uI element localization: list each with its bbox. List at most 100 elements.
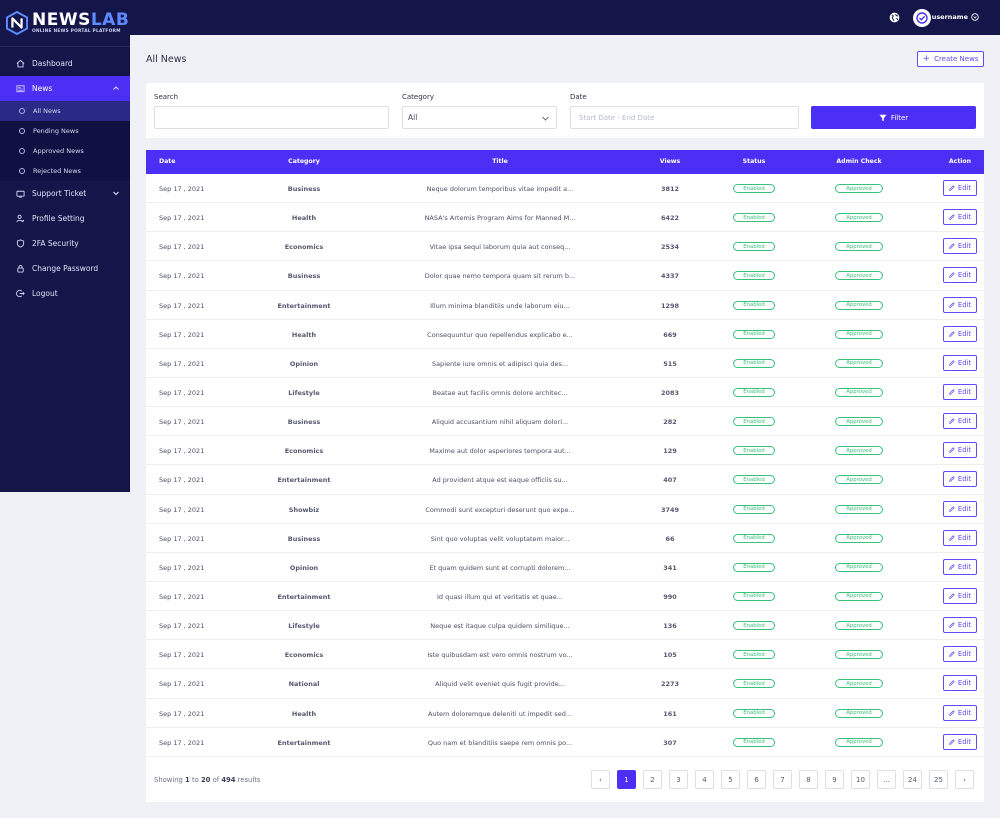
pagination-page-button[interactable]: 6	[747, 770, 766, 789]
cell-title[interactable]: Id quasi illum qui et veritatis et quae.…	[437, 592, 563, 601]
edit-button[interactable]: Edit	[943, 180, 977, 196]
cell-title[interactable]: Neque est itaque culpa quidem similique.…	[430, 622, 570, 631]
pagination-page-button[interactable]: 2	[643, 770, 662, 789]
sidebar-item-support-ticket[interactable]: Support Ticket	[0, 181, 130, 206]
status-badge: Enabled	[733, 358, 775, 368]
pagination-page-button[interactable]: 10	[851, 770, 870, 789]
filter-button[interactable]: Filter	[811, 106, 976, 129]
edit-button[interactable]: Edit	[943, 704, 977, 721]
cell-date: Sep 17 , 2021	[159, 418, 205, 427]
pencil-icon	[949, 476, 955, 483]
cell-title[interactable]: Sapiente iure omnis et adipisci quia des…	[431, 359, 569, 368]
admin-check-badge: Approved	[835, 650, 883, 660]
cell-title[interactable]: Consequuntur quo repellendus explicabo e…	[427, 330, 573, 339]
cell-title[interactable]: Sint quo voluptas velit voluptatem maior…	[430, 534, 570, 543]
edit-button[interactable]: Edit	[943, 296, 977, 313]
username[interactable]: username	[931, 13, 968, 21]
cell-title[interactable]: NASA's Artemis Program Aims for Manned M…	[424, 214, 576, 223]
sidebar-item-change-password[interactable]: Change Password	[0, 256, 130, 281]
edit-button[interactable]: Edit	[943, 617, 977, 634]
cell-title[interactable]: Autem doloremque deleniti ut impedit sed…	[427, 709, 573, 718]
edit-button[interactable]: Edit	[943, 587, 977, 604]
pagination-page-button[interactable]: 4	[695, 770, 714, 789]
pagination-page-button[interactable]: 9	[825, 770, 844, 789]
submenu-item-pending-news[interactable]: Pending News	[0, 121, 130, 141]
pagination-page-button[interactable]: 3	[669, 770, 688, 789]
edit-button[interactable]: Edit	[943, 238, 977, 255]
search-input[interactable]	[154, 106, 389, 129]
globe-icon[interactable]	[889, 12, 900, 23]
pagination-next-button[interactable]: ›	[955, 770, 974, 789]
pagination-page-button[interactable]: 24	[903, 770, 922, 789]
create-news-button[interactable]: + Create News	[917, 51, 984, 67]
edit-button[interactable]: Edit	[943, 529, 977, 546]
pagination-page-button[interactable]: 8	[799, 770, 818, 789]
logout-icon	[15, 289, 25, 299]
sidebar-item-dashboard[interactable]: Dashboard	[0, 51, 130, 76]
edit-button[interactable]: Edit	[943, 209, 977, 226]
status-badge: Enabled	[733, 475, 775, 485]
column-header-title[interactable]: Title	[492, 158, 508, 165]
date-range-input[interactable]	[570, 106, 799, 129]
avatar[interactable]	[913, 9, 931, 27]
cell-date: Sep 17 , 2021	[159, 301, 205, 310]
cell-title[interactable]: Maxime aut dolor asperiores tempora aut.…	[429, 447, 571, 456]
edit-button[interactable]: Edit	[943, 383, 977, 400]
submenu-item-all-news[interactable]: All News	[0, 101, 130, 121]
column-header-category[interactable]: Category	[288, 158, 320, 165]
cell-title[interactable]: Et quam quidem sunt et corrupti dolorem.…	[429, 563, 571, 572]
column-header-date[interactable]: Date	[159, 158, 176, 165]
cell-title[interactable]: Illum minima blanditiis unde laborum eiu…	[430, 301, 570, 310]
edit-button[interactable]: Edit	[943, 471, 977, 488]
edit-button[interactable]: Edit	[943, 267, 977, 284]
submenu-item-approved-news[interactable]: Approved News	[0, 141, 130, 161]
edit-button[interactable]: Edit	[943, 413, 977, 430]
pagination-ellipsis[interactable]: ...	[877, 770, 896, 789]
cell-title[interactable]: Neque dolorum temporibus vitae impedit a…	[426, 185, 574, 193]
sidebar-item-logout[interactable]: Logout	[0, 281, 130, 306]
sidebar-item-news[interactable]: News	[0, 76, 130, 101]
cell-title[interactable]: Aliquid accusantium nihil aliquam dolori…	[431, 418, 569, 427]
cell-title[interactable]: Ad provident atque est eaque officiis su…	[432, 476, 568, 485]
table-row: Sep 17 , 2021 Lifestyle Neque est itaque c…	[146, 611, 984, 641]
edit-button[interactable]: Edit	[943, 675, 977, 692]
pagination-page-button[interactable]: 5	[721, 770, 740, 789]
column-header-status[interactable]: Status	[742, 158, 766, 165]
pagination-page-button[interactable]: 25	[929, 770, 948, 789]
chevron-down-circle-icon[interactable]	[971, 13, 979, 21]
cell-title[interactable]: Quo nam et blanditiis saepe rem omnis po…	[427, 738, 573, 747]
cell-title[interactable]: Beatae aut facilis omnis dolore architec…	[432, 388, 568, 397]
logo[interactable]: NEWSLAB ONLINE NEWS PORTAL PLATFORM	[0, 0, 130, 47]
admin-check-badge: Approved	[835, 213, 883, 223]
cell-views: 136	[663, 622, 677, 631]
edit-button[interactable]: Edit	[943, 646, 977, 663]
category-select[interactable]: All	[402, 106, 557, 129]
pagination-prev-button[interactable]: ‹	[591, 770, 610, 789]
cell-title[interactable]: Dolor quae nemo tempora quam sit rerum b…	[424, 272, 576, 281]
cell-views: 6422	[660, 214, 680, 223]
cell-title[interactable]: Aliquid velit eveniet quis fugit provide…	[435, 680, 565, 689]
edit-button[interactable]: Edit	[943, 733, 977, 750]
sidebar-item-2fa-security[interactable]: 2FA Security	[0, 231, 130, 256]
edit-button[interactable]: Edit	[943, 354, 977, 371]
submenu-item-rejected-news[interactable]: Rejected News	[0, 161, 130, 181]
admin-check-badge: Approved	[835, 417, 883, 427]
admin-check-badge: Approved	[835, 271, 883, 281]
edit-button[interactable]: Edit	[943, 558, 977, 575]
user-check-icon	[916, 12, 928, 24]
pencil-icon	[949, 680, 955, 687]
sidebar-item-profile-setting[interactable]: Profile Setting	[0, 206, 130, 231]
cell-title[interactable]: Iste quibusdam est vero omnis nostrum vo…	[427, 651, 573, 660]
edit-button[interactable]: Edit	[943, 325, 977, 342]
column-header-admin-check[interactable]: Admin Check	[836, 158, 882, 165]
edit-button[interactable]: Edit	[943, 500, 977, 517]
newspaper-icon	[15, 84, 25, 94]
cell-title[interactable]: Commodi sunt excepturi deserunt quo expe…	[425, 505, 575, 514]
edit-button[interactable]: Edit	[943, 442, 977, 459]
column-header-views[interactable]: Views	[659, 158, 681, 165]
pagination-page-button[interactable]: 1	[617, 770, 636, 789]
news-submenu: All News Pending News Approved News Reje…	[0, 101, 130, 181]
cell-title[interactable]: Vitae ipsa sequi laborum quia aut conseq…	[429, 243, 571, 252]
status-badge: Enabled	[733, 591, 775, 601]
pagination-page-button[interactable]: 7	[773, 770, 792, 789]
